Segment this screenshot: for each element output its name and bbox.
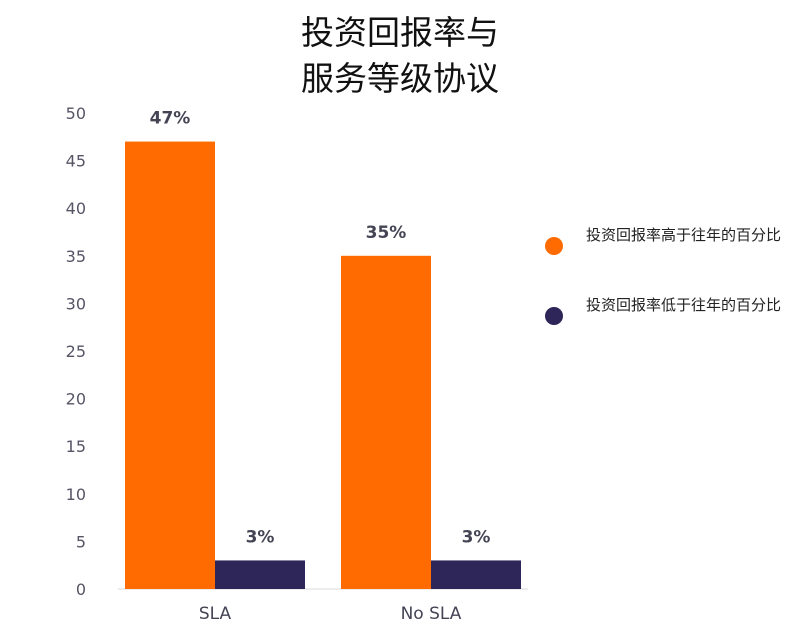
y-tick-label-6: 30 xyxy=(66,294,86,313)
y-tick-label-5: 25 xyxy=(66,342,86,361)
y-tick-label-4: 20 xyxy=(66,390,86,409)
x-tick-label-0: SLA xyxy=(199,604,232,624)
y-tick-label-10: 50 xyxy=(66,104,86,123)
y-tick-label-7: 35 xyxy=(66,247,86,266)
y-tick-label-3: 15 xyxy=(66,437,86,456)
legend-marker-higher xyxy=(545,237,563,255)
legend-item-higher: 投资回报率高于往年的百分比 xyxy=(542,224,782,294)
y-tick-label-2: 10 xyxy=(66,485,86,504)
bar-higher-0 xyxy=(125,141,215,589)
legend-item-lower: 投资回报率低于往年的百分比 xyxy=(542,294,782,364)
y-tick-label-9: 45 xyxy=(66,152,86,171)
legend-marker-lower xyxy=(545,307,563,325)
y-tick-label-1: 5 xyxy=(76,532,86,551)
x-tick-label-1: No SLA xyxy=(401,604,462,624)
bar-lower-1 xyxy=(431,560,521,589)
legend-label-higher: 投资回报率高于往年的百分比 xyxy=(586,226,782,244)
y-tick-label-0: 0 xyxy=(76,580,86,599)
bar-higher-1 xyxy=(341,255,431,590)
data-label-higher-1: 35% xyxy=(366,223,407,243)
data-label-higher-0: 47% xyxy=(150,109,191,129)
legend-label-lower: 投资回报率低于往年的百分比 xyxy=(586,296,782,314)
bar-lower-0 xyxy=(215,560,305,589)
data-label-lower-0: 3% xyxy=(246,527,275,547)
legend: 投资回报率高于往年的百分比 投资回报率低于往年的百分比 xyxy=(542,224,782,364)
y-tick-label-8: 40 xyxy=(66,199,86,218)
chart-title: 投资回报率与 服务等级协议 xyxy=(301,13,499,98)
data-label-lower-1: 3% xyxy=(462,527,491,547)
